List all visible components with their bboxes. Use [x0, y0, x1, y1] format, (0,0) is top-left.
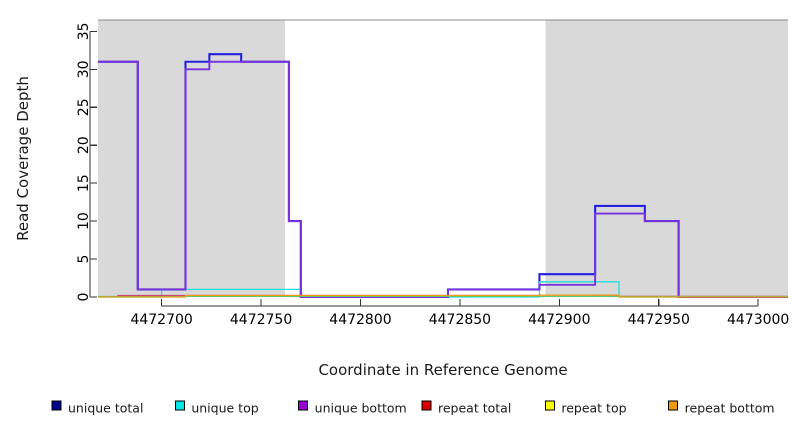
legend-swatch-repeat-total — [421, 400, 432, 411]
legend-item-repeat-total[interactable]: repeat total — [421, 400, 511, 416]
shaded-region-0 — [98, 20, 285, 297]
legend-swatch-unique-bottom — [298, 400, 309, 411]
legend-swatch-unique-total — [51, 400, 62, 411]
x-axis-title: Coordinate in Reference Genome — [318, 361, 567, 379]
x-axis: 4472700 4472750 4472800 4472850 4472900 44729… — [130, 299, 789, 328]
legend-item-repeat-bottom[interactable]: repeat bottom — [668, 400, 775, 416]
y-tick-label-30: 30 — [76, 60, 92, 78]
legend-item-unique-top[interactable]: unique top — [174, 400, 259, 416]
y-tick-label-5: 5 — [76, 255, 92, 264]
legend-swatch-unique-top — [174, 400, 185, 411]
x-tick-label-4472950: 4472950 — [628, 312, 690, 328]
legend-label-unique-top: unique top — [191, 401, 258, 416]
chart-legend: unique total unique top unique bottom repea… — [51, 400, 775, 416]
series-repeat-bottom — [98, 294, 788, 298]
y-tick-label-0: 0 — [76, 293, 92, 302]
x-tick-label-4472900: 4472900 — [528, 312, 590, 328]
y-tick-label-15: 15 — [76, 174, 92, 192]
y-tick-label-35: 35 — [76, 22, 92, 40]
y-tick-label-25: 25 — [76, 98, 92, 116]
x-tick-label-4472800: 4472800 — [329, 312, 391, 328]
legend-label-unique-total: unique total — [68, 401, 143, 416]
legend-item-unique-bottom[interactable]: unique bottom — [298, 400, 407, 416]
x-tick-label-4472700: 4472700 — [130, 312, 192, 328]
shaded-region-1 — [545, 20, 788, 297]
y-tick-label-10: 10 — [76, 212, 92, 230]
y-axis-title: Read Coverage Depth — [14, 76, 32, 241]
y-tick-label-20: 20 — [76, 136, 92, 154]
x-tick-label-4472750: 4472750 — [230, 312, 292, 328]
series-unique-bottom — [98, 60, 788, 298]
legend-item-repeat-top[interactable]: repeat top — [544, 400, 627, 416]
x-tick-label-4473000: 4473000 — [727, 312, 789, 328]
shaded-repeat-regions — [98, 20, 788, 297]
legend-label-repeat-total: repeat total — [438, 401, 511, 416]
y-axis: 0 5 10 15 20 25 30 35 — [76, 22, 97, 301]
legend-label-unique-bottom: unique bottom — [315, 401, 407, 416]
legend-label-repeat-bottom: repeat bottom — [685, 401, 775, 416]
legend-label-repeat-top: repeat top — [561, 401, 626, 416]
legend-swatch-repeat-top — [544, 400, 555, 411]
legend-item-unique-total[interactable]: unique total — [51, 400, 143, 416]
legend-swatch-repeat-bottom — [668, 400, 679, 411]
x-tick-label-4472850: 4472850 — [429, 312, 491, 328]
series-layer — [98, 53, 788, 299]
